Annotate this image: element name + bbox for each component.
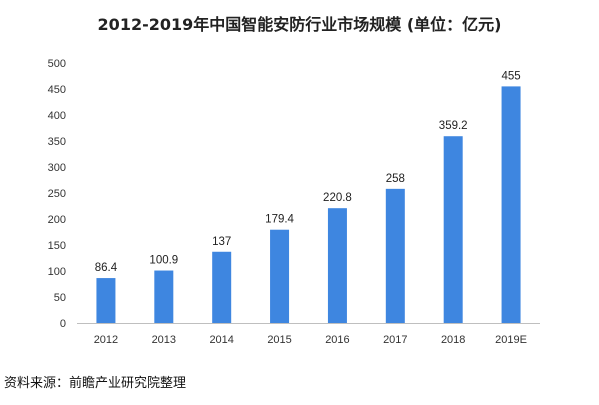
x-tick-label: 2019E	[495, 334, 527, 346]
y-tick-label: 450	[48, 84, 66, 96]
data-label: 359.2	[439, 120, 468, 132]
chart-title: 2012-2019年中国智能安防行业市场规模 (单位：亿元)	[97, 15, 502, 34]
y-tick-label: 300	[48, 162, 66, 174]
x-tick-label: 2018	[441, 334, 465, 346]
bar	[96, 278, 116, 323]
x-tick-label: 2017	[383, 334, 407, 346]
bar	[270, 229, 290, 323]
y-tick-label: 50	[54, 292, 66, 304]
bar	[212, 251, 232, 323]
y-tick-label: 350	[48, 136, 66, 148]
y-tick-label: 500	[48, 58, 66, 70]
data-label: 137	[212, 236, 231, 248]
y-tick-label: 150	[48, 240, 66, 252]
data-label: 258	[386, 173, 405, 185]
data-label: 100.9	[149, 255, 178, 267]
bar	[385, 188, 405, 323]
y-tick-label: 0	[60, 318, 66, 330]
data-label: 455	[501, 70, 520, 82]
x-tick-label: 2015	[267, 334, 291, 346]
y-tick-label: 250	[48, 188, 66, 200]
data-label: 86.4	[95, 262, 118, 274]
x-tick-label: 2013	[152, 334, 176, 346]
y-tick-label: 200	[48, 214, 66, 226]
bar	[443, 136, 463, 323]
bar	[501, 86, 521, 324]
y-tick-label: 400	[48, 110, 66, 122]
data-label: 220.8	[323, 192, 352, 204]
bar	[327, 208, 347, 323]
y-tick-label: 100	[48, 266, 66, 278]
x-tick-label: 2016	[325, 334, 349, 346]
bar	[154, 270, 174, 323]
data-label: 179.4	[265, 214, 294, 226]
x-tick-label: 2014	[209, 334, 233, 346]
chart-source: 资料来源：前瞻产业研究院整理	[4, 376, 187, 391]
x-tick-label: 2012	[94, 334, 118, 346]
